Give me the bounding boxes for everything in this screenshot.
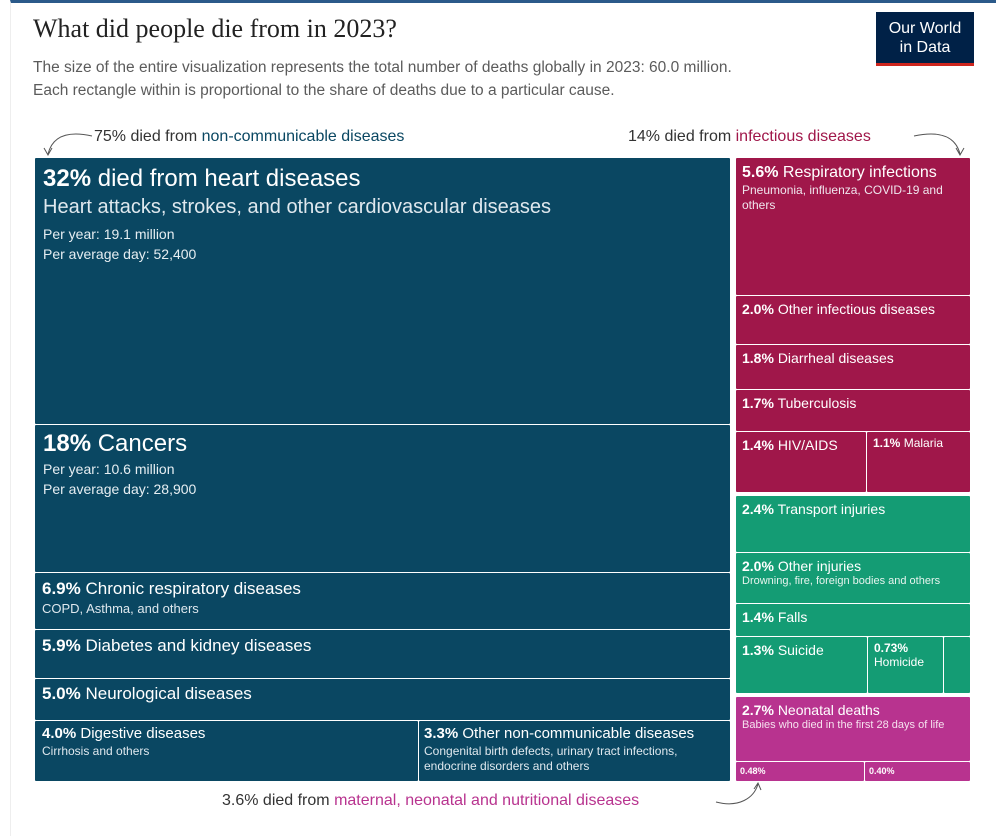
per-day: Per average day: 52,400 bbox=[43, 246, 197, 262]
curved-arrow-icon bbox=[913, 133, 965, 157]
rect-injuries-small[interactable] bbox=[944, 637, 970, 693]
rect-transport-injuries[interactable]: 2.4% Transport injuries bbox=[736, 496, 970, 552]
rect-homicide[interactable]: 0.73% Homicide bbox=[868, 637, 943, 693]
owid-logo[interactable]: Our World in Data bbox=[876, 12, 974, 66]
chart-title: What did people die from in 2023? bbox=[33, 14, 397, 43]
rect-diarrheal[interactable]: 1.8% Diarrheal diseases bbox=[736, 345, 970, 389]
curved-arrow-icon bbox=[43, 133, 93, 157]
annotation-maternal: 3.6% died from maternal, neonatal and nu… bbox=[222, 792, 640, 809]
rect-neurological[interactable]: 5.0% Neurological diseases bbox=[35, 679, 730, 720]
rect-other-infectious[interactable]: 2.0% Other infectious diseases bbox=[736, 296, 970, 344]
rect-digestive[interactable]: 4.0% Digestive diseases Cirrhosis and ot… bbox=[35, 721, 418, 781]
rect-desc: Congenital birth defects, urinary tract … bbox=[424, 744, 678, 773]
rect-title: 6.9% Chronic respiratory diseases bbox=[42, 579, 301, 598]
rect-maternal-small-2[interactable]: 0.40% bbox=[865, 762, 970, 781]
rect-neonatal-deaths[interactable]: 2.7% Neonatal deaths Babies who died in … bbox=[736, 697, 970, 761]
rect-respiratory-infections[interactable]: 5.6% Respiratory infections Pneumonia, i… bbox=[736, 158, 970, 295]
rect-hiv-aids[interactable]: 1.4% HIV/AIDS bbox=[736, 432, 866, 492]
annotation-infectious: 14% died from infectious diseases bbox=[628, 128, 871, 145]
subtitle-line: Each rectangle within is proportional to… bbox=[33, 82, 615, 99]
rect-title: 2.0% Other injuries bbox=[742, 558, 862, 574]
rect-cancers[interactable]: 18% Cancers Per year: 10.6 million Per a… bbox=[35, 425, 730, 572]
chart-frame bbox=[10, 0, 996, 836]
per-year: Per year: 19.1 million bbox=[43, 226, 175, 242]
rect-title: 5.6% Respiratory infections bbox=[742, 164, 937, 181]
rect-desc: COPD, Asthma, and others bbox=[42, 601, 199, 616]
rect-title: 3.3% Other non-communicable diseases bbox=[424, 725, 695, 742]
rect-title: 4.0% Digestive diseases bbox=[42, 725, 206, 742]
chart-subtitle: The size of the entire visualization rep… bbox=[33, 56, 853, 102]
subtitle-line: The size of the entire visualization rep… bbox=[33, 59, 732, 76]
rect-title: 5.9% Diabetes and kidney diseases bbox=[42, 636, 312, 655]
per-day: Per average day: 28,900 bbox=[43, 481, 197, 497]
rect-title: 5.0% Neurological diseases bbox=[42, 684, 252, 703]
rect-maternal-small-1[interactable]: 0.48% bbox=[736, 762, 864, 781]
rect-suicide[interactable]: 1.3% Suicide bbox=[736, 637, 867, 693]
rect-desc: Drowning, fire, foreign bodies and other… bbox=[742, 575, 941, 587]
rect-heart-diseases[interactable]: 32% died from heart diseases Heart attac… bbox=[35, 158, 730, 424]
rect-title: 18% Cancers bbox=[43, 430, 188, 457]
rect-desc: Cirrhosis and others bbox=[42, 744, 150, 758]
rect-other-ncd[interactable]: 3.3% Other non-communicable diseases Con… bbox=[419, 721, 730, 781]
rect-title: 2.7% Neonatal deaths bbox=[742, 702, 880, 718]
rect-diabetes-kidney[interactable]: 5.9% Diabetes and kidney diseases bbox=[35, 630, 730, 678]
annotation-ncd: 75% died from non-communicable diseases bbox=[94, 128, 405, 145]
rect-title: 32% died from heart diseases bbox=[43, 165, 361, 192]
curved-arrow-icon bbox=[715, 781, 762, 805]
per-year: Per year: 10.6 million bbox=[43, 461, 175, 477]
rect-falls[interactable]: 1.4% Falls bbox=[736, 604, 970, 636]
rect-desc: Babies who died in the first 28 days of … bbox=[742, 719, 945, 731]
rect-malaria[interactable]: 1.1% Malaria bbox=[867, 432, 970, 492]
rect-chronic-respiratory[interactable]: 6.9% Chronic respiratory diseases COPD, … bbox=[35, 573, 730, 629]
rect-other-injuries[interactable]: 2.0% Other injuries Drowning, fire, fore… bbox=[736, 553, 970, 603]
rect-desc: Heart attacks, strokes, and other cardio… bbox=[43, 196, 552, 218]
rect-desc: Pneumonia, influenza, COVID-19 and other… bbox=[742, 183, 943, 212]
rect-tuberculosis[interactable]: 1.7% Tuberculosis bbox=[736, 390, 970, 431]
